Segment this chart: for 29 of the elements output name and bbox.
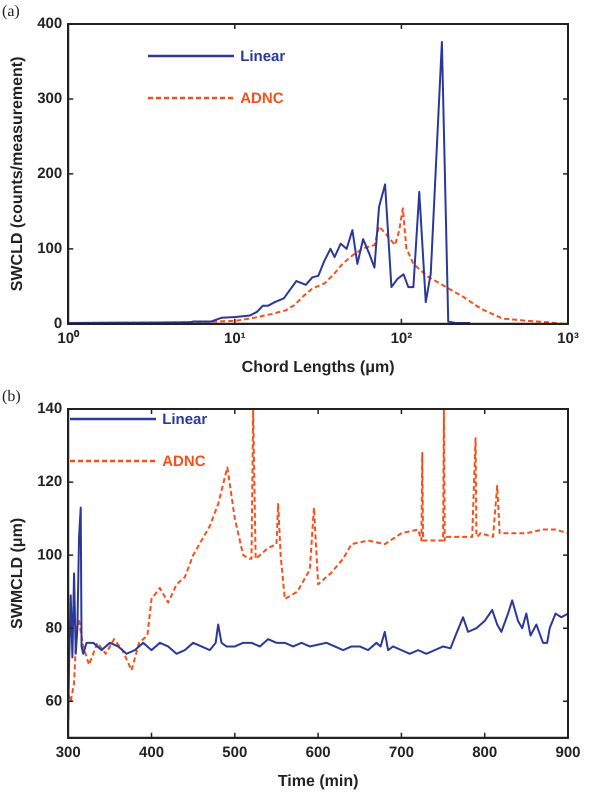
x-tick-label: 400 — [139, 744, 164, 761]
chart-title: (a) — [2, 3, 20, 20]
text: Linear — [162, 410, 208, 428]
y-tick-label: 300 — [37, 90, 62, 108]
y-axis-title: SWMCLD (μm) — [9, 518, 26, 629]
y-axis-title: SWCLD (counts/measurement) — [9, 56, 26, 292]
y-tick-label: 140 — [37, 400, 62, 418]
series-label: ADNC — [162, 452, 206, 470]
y-tick-label: 100 — [37, 546, 62, 564]
line-series — [68, 409, 568, 702]
x-tick-label: 700 — [388, 744, 414, 761]
text: ADNC — [240, 90, 284, 106]
x-tick-label: 10³ — [557, 330, 579, 347]
text: Linear — [240, 48, 286, 64]
x-axis-title: Time (min) — [278, 772, 358, 790]
chart-title: (b) — [2, 388, 21, 406]
y-tick-label: 400 — [37, 15, 62, 32]
x-tick-label: 800 — [472, 744, 498, 761]
y-tick-label: 100 — [37, 240, 62, 257]
x-tick-label: 600 — [306, 744, 331, 761]
x-tick-label: 900 — [555, 744, 581, 761]
x-axis-title: Chord Lengths (μm) — [242, 358, 395, 376]
x-tick-label: 10¹ — [224, 330, 246, 347]
x-tick-label: 500 — [222, 744, 248, 761]
x-tick-label: 10² — [390, 330, 412, 347]
y-tick-label: 60 — [46, 692, 62, 710]
y-tick-label: 80 — [46, 619, 62, 636]
y-tick-label: 200 — [37, 165, 62, 182]
y-tick-label: 120 — [37, 473, 62, 490]
